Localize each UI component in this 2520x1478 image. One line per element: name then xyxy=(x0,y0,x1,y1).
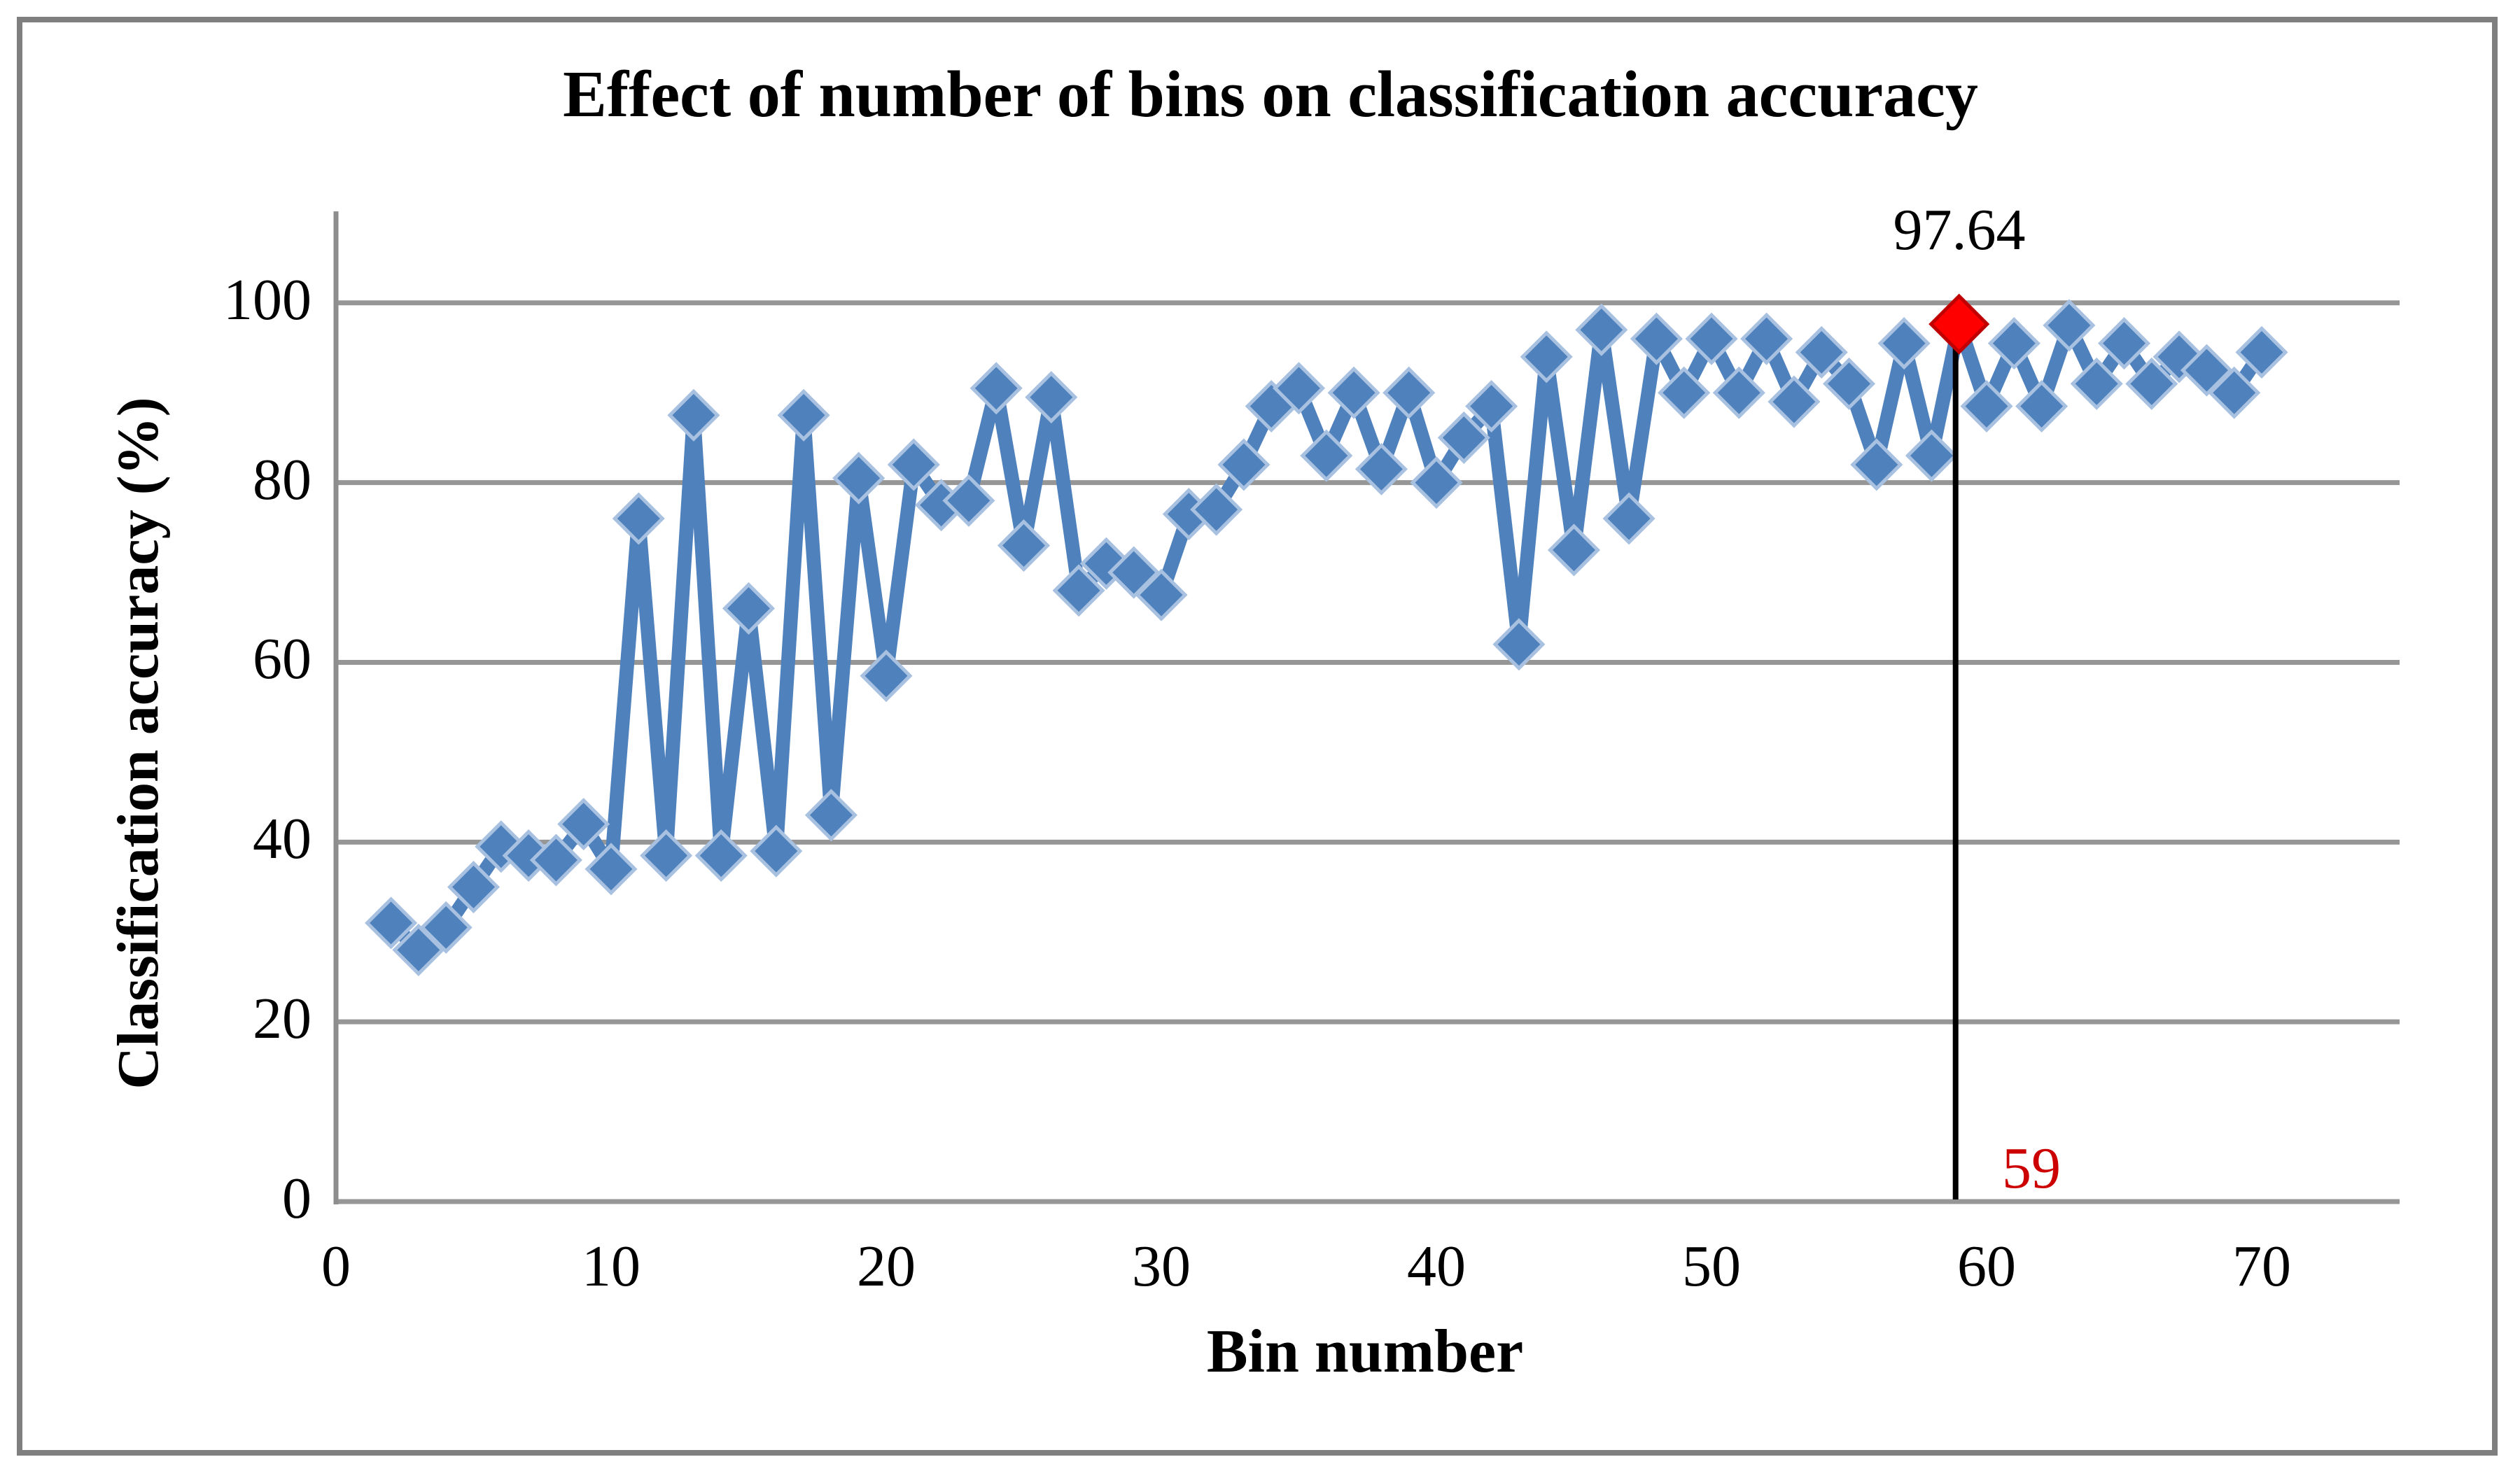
data-point-diamond xyxy=(1520,330,1573,383)
data-point-diamond xyxy=(832,451,886,505)
data-point-diamond xyxy=(1135,568,1188,621)
data-point-diamond xyxy=(942,474,995,527)
data-point-diamond xyxy=(2070,357,2123,410)
data-point-diamond xyxy=(2208,366,2261,419)
data-point-diamond xyxy=(1685,312,1738,365)
x-tick-label: 20 xyxy=(857,1234,916,1299)
data-point-diamond xyxy=(722,582,776,635)
data-point-diamond xyxy=(1025,371,1078,424)
data-point-diamond xyxy=(1987,317,2040,370)
data-point-diamond xyxy=(969,362,1023,415)
figure-border xyxy=(17,17,2498,1456)
data-point-diamond xyxy=(1740,312,1793,365)
data-point-diamond xyxy=(1300,429,1353,482)
max-value-annotation: 97.64 xyxy=(1893,197,2026,262)
data-point-diamond xyxy=(1437,411,1490,464)
y-tick-label: 60 xyxy=(253,626,312,692)
x-tick-label: 0 xyxy=(321,1234,351,1299)
data-point-diamond xyxy=(1768,375,1821,428)
max-bin-annotation: 59 xyxy=(2002,1136,2061,1201)
y-tick-label: 80 xyxy=(253,446,312,512)
data-point-diamond xyxy=(2125,357,2178,410)
data-point-diamond xyxy=(2015,379,2068,433)
data-point-diamond xyxy=(1272,362,1326,415)
data-point-diamond xyxy=(1217,438,1270,491)
x-tick-label: 50 xyxy=(1682,1234,1741,1299)
data-point-diamond xyxy=(1850,438,1903,491)
y-tick-label: 40 xyxy=(253,806,312,872)
x-tick-label: 70 xyxy=(2232,1234,2291,1299)
x-tick-label: 40 xyxy=(1407,1234,1466,1299)
data-point-diamond xyxy=(750,824,803,878)
chart-title: Effect of number of bins on classificati… xyxy=(563,58,1978,131)
data-point-diamond xyxy=(557,798,610,851)
data-point-diamond xyxy=(447,860,500,914)
data-point-diamond xyxy=(1410,456,1463,509)
data-point-diamond xyxy=(1658,366,1711,419)
data-point-diamond xyxy=(1960,379,2013,433)
y-tick-label: 0 xyxy=(282,1166,312,1231)
data-point-diamond xyxy=(1905,429,1958,482)
data-point-diamond xyxy=(365,896,418,950)
data-point-diamond xyxy=(1190,483,1243,536)
data-point-diamond xyxy=(1877,317,1931,370)
data-point-diamond xyxy=(1382,366,1436,419)
data-point-diamond xyxy=(1822,357,1876,410)
y-tick-label: 100 xyxy=(223,267,312,332)
data-point-diamond xyxy=(640,829,693,882)
data-point-diamond xyxy=(2097,317,2151,370)
data-point-diamond xyxy=(1630,312,1683,365)
x-tick-label: 10 xyxy=(582,1234,640,1299)
data-point-diamond xyxy=(1327,366,1380,419)
data-point-diamond xyxy=(1795,325,1848,379)
data-point-diamond xyxy=(1602,492,1656,545)
data-point-diamond xyxy=(1712,366,1765,419)
data-point-diamond xyxy=(804,789,858,842)
data-point-diamond xyxy=(612,492,665,545)
data-point-diamond xyxy=(1547,523,1601,577)
data-point-diamond xyxy=(2235,325,2288,379)
highlight-point-diamond xyxy=(1928,293,1990,355)
data-point-diamond xyxy=(694,829,748,882)
data-point-diamond xyxy=(997,519,1051,572)
data-point-diamond xyxy=(1465,379,1518,433)
data-point-diamond xyxy=(860,649,913,703)
x-tick-label: 60 xyxy=(1957,1234,2016,1299)
data-point-diamond xyxy=(1354,442,1408,495)
data-point-diamond xyxy=(887,438,940,491)
data-point-diamond xyxy=(1575,303,1628,356)
x-axis-title: Bin number xyxy=(1206,1318,1524,1386)
data-point-diamond xyxy=(1492,618,1546,671)
data-point-diamond xyxy=(1052,564,1105,617)
x-tick-label: 30 xyxy=(1132,1234,1191,1299)
data-point-diamond xyxy=(2043,299,2096,352)
data-point-diamond xyxy=(529,833,582,887)
data-point-diamond xyxy=(777,388,830,442)
y-tick-label: 20 xyxy=(253,986,312,1052)
data-point-diamond xyxy=(584,843,638,896)
data-point-diamond xyxy=(667,388,720,442)
data-point-diamond xyxy=(419,901,472,954)
